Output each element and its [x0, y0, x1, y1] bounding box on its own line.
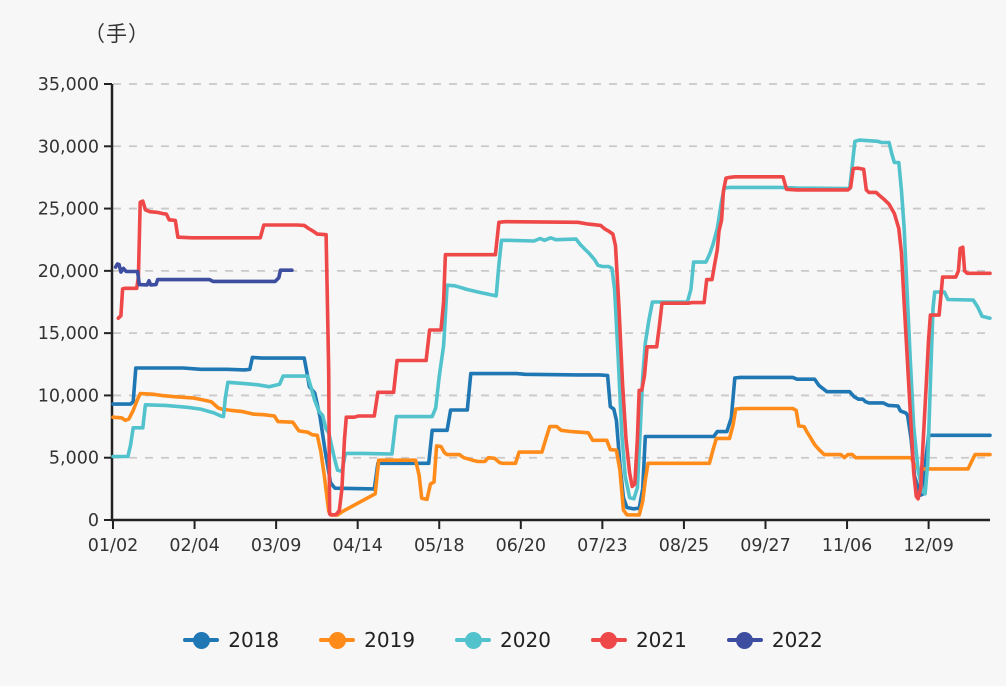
- x-tick-label: 11/06: [822, 536, 872, 556]
- series-line-2020: [111, 138, 992, 501]
- legend-label: 2022: [771, 628, 823, 652]
- legend-item-2022[interactable]: 2022: [726, 628, 823, 652]
- y-tick-label: 30,000: [38, 137, 99, 157]
- x-tick-label: 03/09: [251, 536, 301, 556]
- x-tick-label: 08/25: [659, 536, 709, 556]
- legend-item-2021[interactable]: 2021: [590, 628, 687, 652]
- series-line-2018: [111, 355, 992, 511]
- series-line-2021: [116, 166, 992, 517]
- gridlines: [113, 83, 988, 459]
- legend-line-dot-icon: [319, 631, 356, 649]
- y-tick-label: 20,000: [38, 262, 99, 282]
- y-tick-label: 5,000: [49, 449, 99, 469]
- series-lines: [111, 138, 992, 517]
- legend-marker-dot: [736, 631, 754, 649]
- x-tick-label: 02/04: [169, 536, 219, 556]
- legend-item-2019[interactable]: 2019: [319, 628, 415, 652]
- y-tick-label: 25,000: [38, 200, 99, 220]
- x-tick-label: 04/14: [332, 536, 382, 556]
- legend-label: 2020: [500, 628, 551, 652]
- x-tick-label: 09/27: [740, 536, 790, 556]
- legend-item-2020[interactable]: 2020: [455, 628, 551, 652]
- axes: 0 5,000 10,000 15,000 20,000 25,000 30,000 35,0…: [38, 75, 990, 556]
- y-axis-unit-label: （手）: [84, 22, 150, 46]
- legend-line-dot-icon: [183, 631, 220, 649]
- y-tick-label: 15,000: [38, 324, 99, 344]
- series-line-2019: [111, 391, 992, 517]
- x-tick-label: 07/23: [577, 536, 627, 556]
- legend-line-dot-icon: [455, 631, 492, 649]
- legend-label: 2021: [635, 628, 687, 652]
- legend-item-2018[interactable]: 2018: [183, 628, 279, 652]
- x-tick-label: 12/09: [903, 536, 953, 556]
- legend-marker-dot: [464, 631, 482, 649]
- series-line-2022: [113, 262, 294, 287]
- legend-marker-dot: [600, 631, 618, 649]
- y-tick-label: 0: [88, 511, 99, 531]
- x-tick-label: 06/20: [496, 536, 546, 556]
- chart-legend: 2018 2019 2020 2021 2022: [0, 628, 1006, 652]
- x-tick-label: 05/18: [414, 536, 464, 556]
- legend-line-dot-icon: [726, 631, 763, 649]
- legend-marker-dot: [328, 631, 346, 649]
- legend-marker-dot: [192, 631, 210, 649]
- y-tick-label: 35,000: [38, 75, 99, 95]
- y-tick-label: 10,000: [38, 386, 99, 406]
- legend-label: 2018: [228, 628, 280, 652]
- x-tick-label: 01/02: [88, 536, 138, 556]
- legend-label: 2019: [364, 628, 416, 652]
- legend-line-dot-icon: [590, 631, 627, 649]
